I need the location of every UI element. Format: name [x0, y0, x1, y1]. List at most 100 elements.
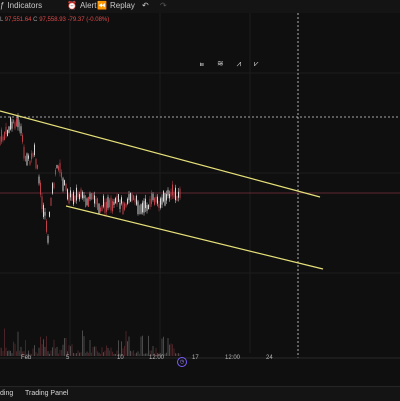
undo-button[interactable]: ↶	[142, 1, 149, 10]
volume-bar	[6, 348, 7, 356]
volume-bar	[16, 351, 17, 356]
candle-body	[117, 196, 118, 205]
ruler-tools-icon[interactable]: ⩗	[254, 59, 259, 69]
bottom-tab-left[interactable]: ding	[0, 390, 13, 397]
ruler-tools-icon[interactable]: ⩘	[237, 59, 242, 69]
x-axis-label: 5	[66, 355, 69, 361]
candle-body	[4, 132, 5, 140]
volume-bar	[82, 330, 83, 356]
volume-bar	[12, 353, 13, 356]
volume-bar	[43, 339, 44, 356]
trendline-lower[interactable]	[66, 206, 323, 269]
volume-bar	[126, 331, 127, 356]
volume-bar	[121, 341, 122, 356]
volume-bar	[49, 354, 50, 356]
ruler-tools-icon[interactable]: ⫢	[199, 59, 204, 69]
volume-bar	[142, 336, 143, 356]
bottom-panel-bar: ding Trading Panel	[0, 386, 400, 401]
pan-icon[interactable]: ◷	[177, 357, 187, 367]
volume-bar	[48, 351, 49, 356]
volume-bar	[162, 339, 163, 356]
ohlc-low-key: L	[0, 17, 3, 23]
volume-bar	[130, 351, 131, 356]
volume-bar	[36, 352, 37, 356]
alert-icon: ⏰	[67, 1, 77, 10]
candle-body	[0, 137, 1, 146]
x-axis-label: 10	[117, 355, 124, 361]
volume-bar	[58, 354, 59, 356]
candle-body	[99, 204, 100, 214]
candle-body	[45, 212, 46, 216]
top-toolbar: ƒ Indicators ⏰ Alert ⏪ Replay ↶ ↷	[0, 0, 400, 13]
candle-body	[31, 153, 32, 159]
candle-body	[28, 156, 29, 159]
candle-body	[57, 165, 58, 168]
indicators-button[interactable]: ƒ Indicators	[0, 1, 42, 10]
candle-body	[163, 191, 164, 201]
candle-body	[72, 194, 73, 201]
volume-bars	[0, 328, 180, 356]
x-axis-label: 12:00	[149, 355, 164, 361]
volume-bar	[100, 354, 101, 356]
candle-body	[126, 204, 127, 207]
candle-body	[39, 177, 40, 184]
volume-bar	[57, 347, 58, 356]
ruler-tools-icon[interactable]: ≋	[217, 59, 224, 68]
alert-button[interactable]: ⏰ Alert	[67, 1, 96, 10]
candle-body	[171, 192, 172, 197]
x-axis-label: 24	[266, 355, 273, 361]
candle-body	[94, 195, 95, 203]
volume-bar	[70, 346, 71, 356]
drawing-tools-panel[interactable]: ⫢ ≋ ⩘ ⩗	[193, 56, 265, 71]
candle-body	[93, 193, 94, 199]
trading-panel-tab[interactable]: Trading Panel	[25, 390, 68, 397]
volume-bar	[91, 353, 92, 356]
volume-bar	[15, 344, 16, 356]
candle-body	[21, 126, 22, 133]
volume-bar	[3, 351, 4, 356]
volume-bar	[136, 353, 137, 356]
volume-bar	[63, 345, 64, 356]
candle-body	[7, 130, 8, 136]
candle-body	[177, 196, 178, 201]
volume-bar	[45, 347, 46, 356]
volume-bar	[172, 344, 173, 356]
candle-body	[60, 163, 61, 173]
candle-body	[58, 166, 59, 170]
ohlc-close-key: C	[33, 17, 37, 23]
replay-button[interactable]: ⏪ Replay	[97, 1, 135, 10]
volume-bar	[144, 354, 145, 356]
volume-bar	[73, 353, 74, 356]
candle-body	[52, 183, 53, 193]
chart-pane[interactable]: ⫢ ≋ ⩘ ⩗ ◷	[0, 13, 400, 383]
candle-body	[148, 205, 149, 209]
volume-bar	[78, 350, 79, 356]
candle-body	[109, 199, 110, 206]
volume-bar	[115, 354, 116, 356]
candle-body	[91, 193, 92, 200]
volume-bar	[132, 351, 133, 356]
candle-body	[43, 205, 44, 217]
volume-bar	[141, 337, 142, 356]
volume-bar	[4, 328, 5, 356]
candle-body	[82, 192, 83, 198]
redo-button[interactable]: ↷	[160, 1, 167, 10]
candle-body	[120, 203, 121, 209]
volume-bar	[87, 352, 88, 356]
candle-body	[144, 201, 145, 213]
volume-bar	[7, 351, 8, 356]
candle-body	[40, 183, 41, 195]
volume-bar	[55, 348, 56, 356]
volume-bar	[18, 332, 19, 356]
volume-bar	[180, 354, 181, 356]
volume-bar	[135, 354, 136, 356]
candle-body	[9, 127, 10, 133]
candle-body	[147, 205, 148, 211]
candle-body	[168, 190, 169, 196]
volume-bar	[109, 351, 110, 356]
candle-body	[37, 165, 38, 169]
volume-bar	[13, 342, 14, 356]
volume-bar	[46, 336, 47, 356]
volume-bar	[165, 354, 166, 356]
candle-body	[84, 195, 85, 198]
